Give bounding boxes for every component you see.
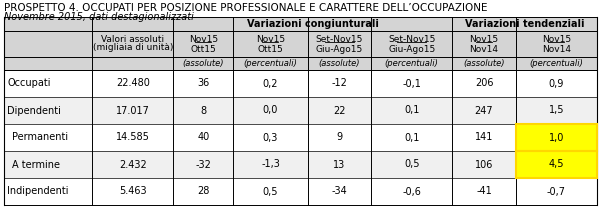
Text: 36: 36 — [197, 78, 209, 88]
Bar — [4, 124, 597, 151]
Text: PROSPETTO 4. OCCUPATI PER POSIZIONE PROFESSIONALE E CARATTERE DELL’OCCUPAZIONE: PROSPETTO 4. OCCUPATI PER POSIZIONE PROF… — [4, 3, 487, 13]
Text: Ott15: Ott15 — [191, 45, 217, 53]
Bar — [4, 17, 597, 31]
Text: -0,1: -0,1 — [402, 78, 421, 88]
Text: 1,5: 1,5 — [548, 105, 564, 115]
Text: 28: 28 — [197, 187, 209, 197]
Text: Valori assoluti: Valori assoluti — [101, 36, 164, 45]
Text: Ott15: Ott15 — [257, 45, 283, 53]
Text: Set-Nov15: Set-Nov15 — [316, 35, 363, 43]
Text: 13: 13 — [333, 160, 346, 170]
Text: 0,9: 0,9 — [549, 78, 564, 88]
Bar — [516, 151, 597, 178]
Text: 0,1: 0,1 — [404, 105, 419, 115]
Text: Occupati: Occupati — [7, 78, 50, 88]
Text: 247: 247 — [475, 105, 493, 115]
Text: -34: -34 — [331, 187, 347, 197]
Bar — [4, 97, 597, 124]
Text: 0,3: 0,3 — [263, 132, 278, 142]
Bar — [4, 31, 597, 57]
Text: 4,5: 4,5 — [548, 160, 564, 170]
Text: (percentuali): (percentuali) — [385, 59, 439, 68]
Bar — [516, 124, 597, 151]
Text: Indipendenti: Indipendenti — [7, 187, 68, 197]
Text: -0,7: -0,7 — [547, 187, 566, 197]
Text: Nov15: Nov15 — [469, 35, 499, 43]
Text: 0,2: 0,2 — [263, 78, 278, 88]
Text: Permanenti: Permanenti — [12, 132, 68, 142]
Text: Nov14: Nov14 — [470, 45, 499, 53]
Text: 2.432: 2.432 — [119, 160, 147, 170]
Text: Nov15: Nov15 — [189, 35, 218, 43]
Text: -1,3: -1,3 — [261, 160, 280, 170]
Bar — [4, 70, 597, 97]
Text: 8: 8 — [200, 105, 206, 115]
Bar — [4, 151, 597, 178]
Text: Giu-Ago15: Giu-Ago15 — [388, 45, 436, 53]
Text: -32: -32 — [196, 160, 211, 170]
Text: Variazioni congiunturali: Variazioni congiunturali — [247, 19, 379, 29]
Text: 9: 9 — [336, 132, 343, 142]
Text: Dipendenti: Dipendenti — [7, 105, 61, 115]
Text: (assolute): (assolute) — [463, 59, 505, 68]
Text: 0,5: 0,5 — [404, 160, 419, 170]
Text: (percentuali): (percentuali) — [244, 59, 298, 68]
Text: Variazioni tendenziali: Variazioni tendenziali — [465, 19, 584, 29]
Text: -12: -12 — [331, 78, 347, 88]
Text: 106: 106 — [475, 160, 493, 170]
Text: -0,6: -0,6 — [402, 187, 421, 197]
Text: 0,1: 0,1 — [404, 132, 419, 142]
Text: 14.585: 14.585 — [116, 132, 150, 142]
Text: -41: -41 — [476, 187, 492, 197]
Text: 22.480: 22.480 — [116, 78, 150, 88]
Bar — [516, 151, 597, 178]
Text: Nov14: Nov14 — [542, 45, 571, 53]
Text: A termine: A termine — [12, 160, 60, 170]
Text: 22: 22 — [333, 105, 346, 115]
Text: 17.017: 17.017 — [116, 105, 150, 115]
Bar — [4, 178, 597, 205]
Text: 0,5: 0,5 — [263, 187, 278, 197]
Text: 206: 206 — [475, 78, 493, 88]
Text: 141: 141 — [475, 132, 493, 142]
Text: Set-Nov15: Set-Nov15 — [388, 35, 436, 43]
Text: 5.463: 5.463 — [119, 187, 146, 197]
Text: 1,0: 1,0 — [549, 132, 564, 142]
Text: (percentuali): (percentuali) — [529, 59, 583, 68]
Text: 0,0: 0,0 — [263, 105, 278, 115]
Bar — [516, 124, 597, 151]
Text: Nov15: Nov15 — [256, 35, 285, 43]
Text: (assolute): (assolute) — [182, 59, 224, 68]
Text: Nov15: Nov15 — [542, 35, 571, 43]
Text: (assolute): (assolute) — [319, 59, 360, 68]
Text: (migliaia di unità): (migliaia di unità) — [92, 43, 173, 52]
Text: 40: 40 — [197, 132, 209, 142]
Text: Giu-Ago15: Giu-Ago15 — [316, 45, 363, 53]
Text: Novembre 2015, dati destagionalizzati: Novembre 2015, dati destagionalizzati — [4, 12, 194, 22]
Bar — [4, 57, 597, 70]
